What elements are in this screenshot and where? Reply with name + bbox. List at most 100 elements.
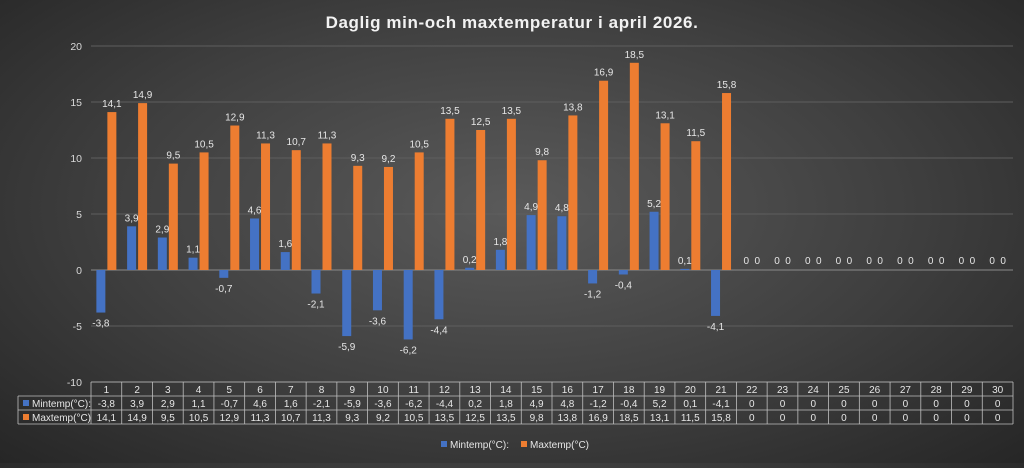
data-label-mintemp: 1,1 — [186, 245, 200, 256]
data-label-maxtemp: 0 — [970, 256, 976, 267]
data-label-mintemp: 2,9 — [155, 225, 169, 236]
table-cell: 0 — [964, 413, 970, 424]
y-tick-label: -10 — [67, 377, 82, 389]
table-series-label: Mintemp(°C): — [32, 399, 91, 410]
bar-maxtemp — [353, 165, 363, 270]
table-category-label: 1 — [104, 385, 110, 396]
table-cell: 10,7 — [281, 413, 301, 424]
data-label-maxtemp: 16,9 — [594, 68, 614, 79]
bar-mintemp — [557, 216, 567, 270]
table-cell: 0 — [964, 399, 970, 410]
table-cell: 10,5 — [404, 413, 424, 424]
data-label-maxtemp: 9,5 — [166, 151, 180, 162]
bar-maxtemp — [138, 103, 148, 271]
table-category-label: 23 — [777, 385, 789, 396]
data-label-maxtemp: 0 — [816, 256, 822, 267]
table-cell: 13,1 — [650, 413, 670, 424]
data-label-mintemp: 0 — [928, 256, 934, 267]
chart-title: Daglig min-och maxtemperatur i april 202… — [326, 13, 699, 32]
data-label-maxtemp: 14,9 — [133, 90, 153, 101]
table-category-label: 3 — [165, 385, 171, 396]
bar-maxtemp — [107, 112, 117, 270]
legend-swatch — [441, 441, 447, 447]
data-table: 1 2 3 4 5 6 7 8 9 10 11 12 13 14 15 16 17 18 19 20 21 22 23 24 2… — [17, 381, 1014, 425]
table-cell: 9,5 — [161, 413, 175, 424]
data-label-mintemp: -0,7 — [215, 284, 233, 295]
table-category-label: 2 — [134, 385, 140, 396]
table-cell: 2,9 — [161, 399, 175, 410]
table-cell: -0,7 — [221, 399, 239, 410]
data-label-mintemp: 0 — [836, 256, 842, 267]
data-label-maxtemp: 0 — [785, 256, 791, 267]
data-label-mintemp: 0 — [866, 256, 872, 267]
table-cell: 1,8 — [499, 399, 513, 410]
grid-lines — [91, 45, 1013, 383]
data-label-mintemp: -3,8 — [92, 319, 110, 330]
table-category-label: 9 — [349, 385, 355, 396]
table-cell: 0 — [872, 399, 878, 410]
bar-mintemp — [280, 252, 290, 270]
table-category-label: 4 — [196, 385, 202, 396]
bars — [96, 62, 732, 340]
table-category-label: 10 — [377, 385, 389, 396]
table-category-label: 24 — [808, 385, 820, 396]
table-category-label: 26 — [869, 385, 881, 396]
table-cell: 3,9 — [130, 399, 144, 410]
table-cell: 13,5 — [496, 413, 516, 424]
data-label-mintemp: -6,2 — [400, 345, 418, 356]
table-cell: 18,5 — [619, 413, 639, 424]
bar-maxtemp — [322, 143, 332, 270]
bar-mintemp — [219, 270, 229, 278]
data-label-maxtemp: 0 — [877, 256, 883, 267]
data-label-maxtemp: 10,7 — [287, 137, 307, 148]
table-category-label: 22 — [746, 385, 758, 396]
table-cell: 1,1 — [192, 399, 206, 410]
bar-maxtemp — [568, 115, 578, 270]
bar-mintemp — [157, 237, 167, 270]
y-tick-label: -5 — [73, 321, 82, 333]
table-cell: 4,8 — [560, 399, 574, 410]
table-category-label: 28 — [931, 385, 943, 396]
legend: Mintemp(°C): Maxtemp(°C) — [441, 440, 589, 451]
bar-mintemp — [96, 270, 106, 313]
bar-maxtemp — [383, 166, 393, 270]
data-label-maxtemp: 12,9 — [225, 113, 245, 124]
table-category-label: 19 — [654, 385, 666, 396]
table-cell: 0 — [995, 413, 1001, 424]
table-category-label: 25 — [838, 385, 850, 396]
bar-mintemp — [311, 270, 321, 294]
bar-maxtemp — [660, 123, 670, 270]
table-category-label: 5 — [227, 385, 233, 396]
data-label-mintemp: 1,8 — [493, 237, 507, 248]
table-cell: 16,9 — [588, 413, 608, 424]
data-label-mintemp: -2,1 — [307, 300, 325, 311]
table-cell: 0 — [995, 399, 1001, 410]
data-label-mintemp: 0 — [897, 256, 903, 267]
table-cell: 10,5 — [189, 413, 209, 424]
data-label-maxtemp: 0 — [1000, 256, 1006, 267]
bar-maxtemp — [414, 152, 424, 270]
table-cell: -2,1 — [313, 399, 331, 410]
data-label-mintemp: 0 — [743, 256, 749, 267]
legend-swatch — [521, 441, 527, 447]
data-label-maxtemp: 13,5 — [440, 106, 460, 117]
table-cell: -3,8 — [98, 399, 116, 410]
table-cell: 0 — [872, 413, 878, 424]
data-label-maxtemp: 11,3 — [318, 130, 337, 141]
table-category-label: 8 — [319, 385, 325, 396]
data-label-mintemp: 0,2 — [463, 255, 477, 266]
bar-maxtemp — [168, 163, 178, 270]
table-category-label: 21 — [715, 385, 727, 396]
data-label-mintemp: 0 — [774, 256, 780, 267]
table-cell: 0 — [810, 399, 816, 410]
data-label-mintemp: 0 — [805, 256, 811, 267]
table-cell: 12,5 — [465, 413, 485, 424]
table-cell: 4,9 — [530, 399, 544, 410]
table-cell: 4,6 — [253, 399, 267, 410]
bar-mintemp — [342, 270, 352, 337]
table-category-label: 29 — [961, 385, 973, 396]
table-cell: 9,8 — [530, 413, 544, 424]
data-label-maxtemp: 12,5 — [471, 117, 491, 128]
